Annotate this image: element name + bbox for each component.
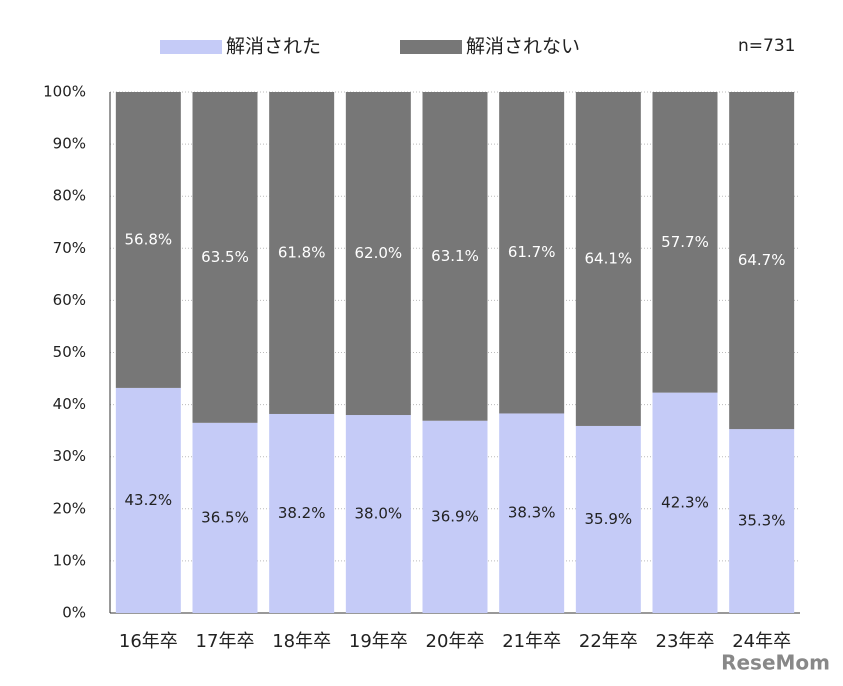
bar-segment [575,92,641,426]
bar-segment [652,92,718,393]
annotation: n=731 [738,36,795,56]
legend-label: 解消された [226,36,321,58]
value-label: 38.0% [355,505,403,523]
value-label: 63.5% [201,248,249,266]
y-tick-label: 20% [53,499,86,517]
y-tick-label: 0% [62,604,86,622]
legend-swatch [400,40,462,54]
y-tick-label: 100% [43,83,86,101]
y-tick-label: 80% [53,187,86,205]
value-label: 35.3% [738,512,786,530]
x-tick-label: 18年卒 [272,631,331,652]
bar-segment [422,420,488,613]
bar-segment [269,413,335,613]
value-label: 57.7% [661,233,709,251]
value-label: 38.2% [278,504,326,522]
value-label: 56.8% [125,230,173,248]
y-tick-label: 60% [53,291,86,309]
x-tick-label: 19年卒 [349,631,408,652]
value-label: 35.9% [585,510,633,528]
value-label: 64.7% [738,251,786,269]
x-tick-label: 17年卒 [196,631,255,652]
y-tick-label: 40% [53,395,86,413]
y-tick-label: 90% [53,135,86,153]
value-label: 42.3% [661,493,709,511]
x-tick-label: 20年卒 [426,631,485,652]
x-tick-label: 24年卒 [732,631,791,652]
bar-segment [345,92,411,416]
bar-segment [499,92,565,414]
legend-label: 解消されない [466,36,580,58]
value-label: 61.8% [278,243,326,261]
x-tick-label: 23年卒 [656,631,715,652]
bar-segment [652,392,718,613]
bar-segment [345,415,411,613]
bar-segment [192,92,258,423]
bar-segment [729,429,795,613]
value-label: 64.1% [585,249,633,267]
watermark: ReseMom [721,651,830,675]
bar-segment [422,92,488,421]
value-label: 38.3% [508,504,556,522]
x-tick-label: 22年卒 [579,631,638,652]
value-label: 36.5% [201,508,249,526]
y-tick-label: 70% [53,239,86,257]
x-tick-label: 16年卒 [119,631,178,652]
y-tick-label: 10% [53,551,86,569]
legend-swatch [160,40,222,54]
bar-segment [575,425,641,613]
bar-segment [269,92,335,414]
bar-segment [499,413,565,613]
bar-segment [729,92,795,430]
y-tick-label: 50% [53,343,86,361]
bar-segment [115,387,181,613]
x-tick-label: 21年卒 [502,631,561,652]
y-tick-label: 30% [53,447,86,465]
value-label: 63.1% [431,247,479,265]
value-label: 61.7% [508,243,556,261]
bar-segment [192,422,258,613]
bar-segment [115,92,181,388]
value-label: 43.2% [125,491,173,509]
value-label: 36.9% [431,507,479,525]
value-label: 62.0% [355,244,403,262]
